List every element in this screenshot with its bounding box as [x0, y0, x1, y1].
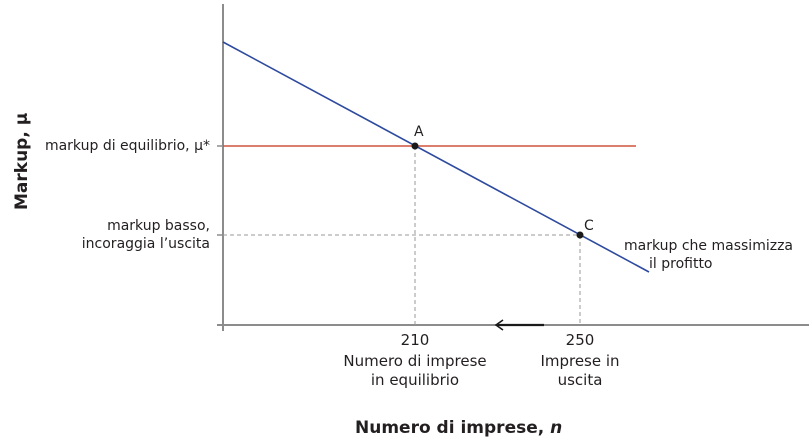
x-tick-210: 210 [400, 331, 430, 349]
point-c-label: C [584, 218, 594, 234]
y-tick-label-low-2: incoraggia l’uscita [81, 236, 210, 252]
x-tick-210-desc-2: in equilibrio [370, 371, 460, 389]
point-a [411, 142, 419, 150]
x-axis-title-text: Numero di imprese, [355, 418, 551, 438]
point-a-label: A [414, 124, 424, 140]
curve-label-2: il profitto [649, 256, 713, 272]
x-axis-title: Numero di imprese, n [355, 418, 562, 438]
y-axis-title: Markup, μ [12, 112, 32, 210]
x-tick-250-desc-1: Imprese in [540, 352, 620, 370]
x-tick-250: 250 [565, 331, 595, 349]
y-tick-label-low-1: markup basso, [107, 218, 210, 234]
profit-max-markup-line [222, 41, 650, 273]
y-tick-label-eq: markup di equilibrio, μ* [44, 138, 210, 154]
x-axis-var: n [550, 418, 563, 438]
point-c [576, 231, 584, 239]
x-tick-210-desc-1: Numero di imprese [343, 352, 487, 370]
curve-label-1: markup che massimizza [624, 238, 793, 254]
exit-arrow-head [494, 319, 504, 331]
x-tick-250-desc-2: uscita [557, 371, 603, 389]
